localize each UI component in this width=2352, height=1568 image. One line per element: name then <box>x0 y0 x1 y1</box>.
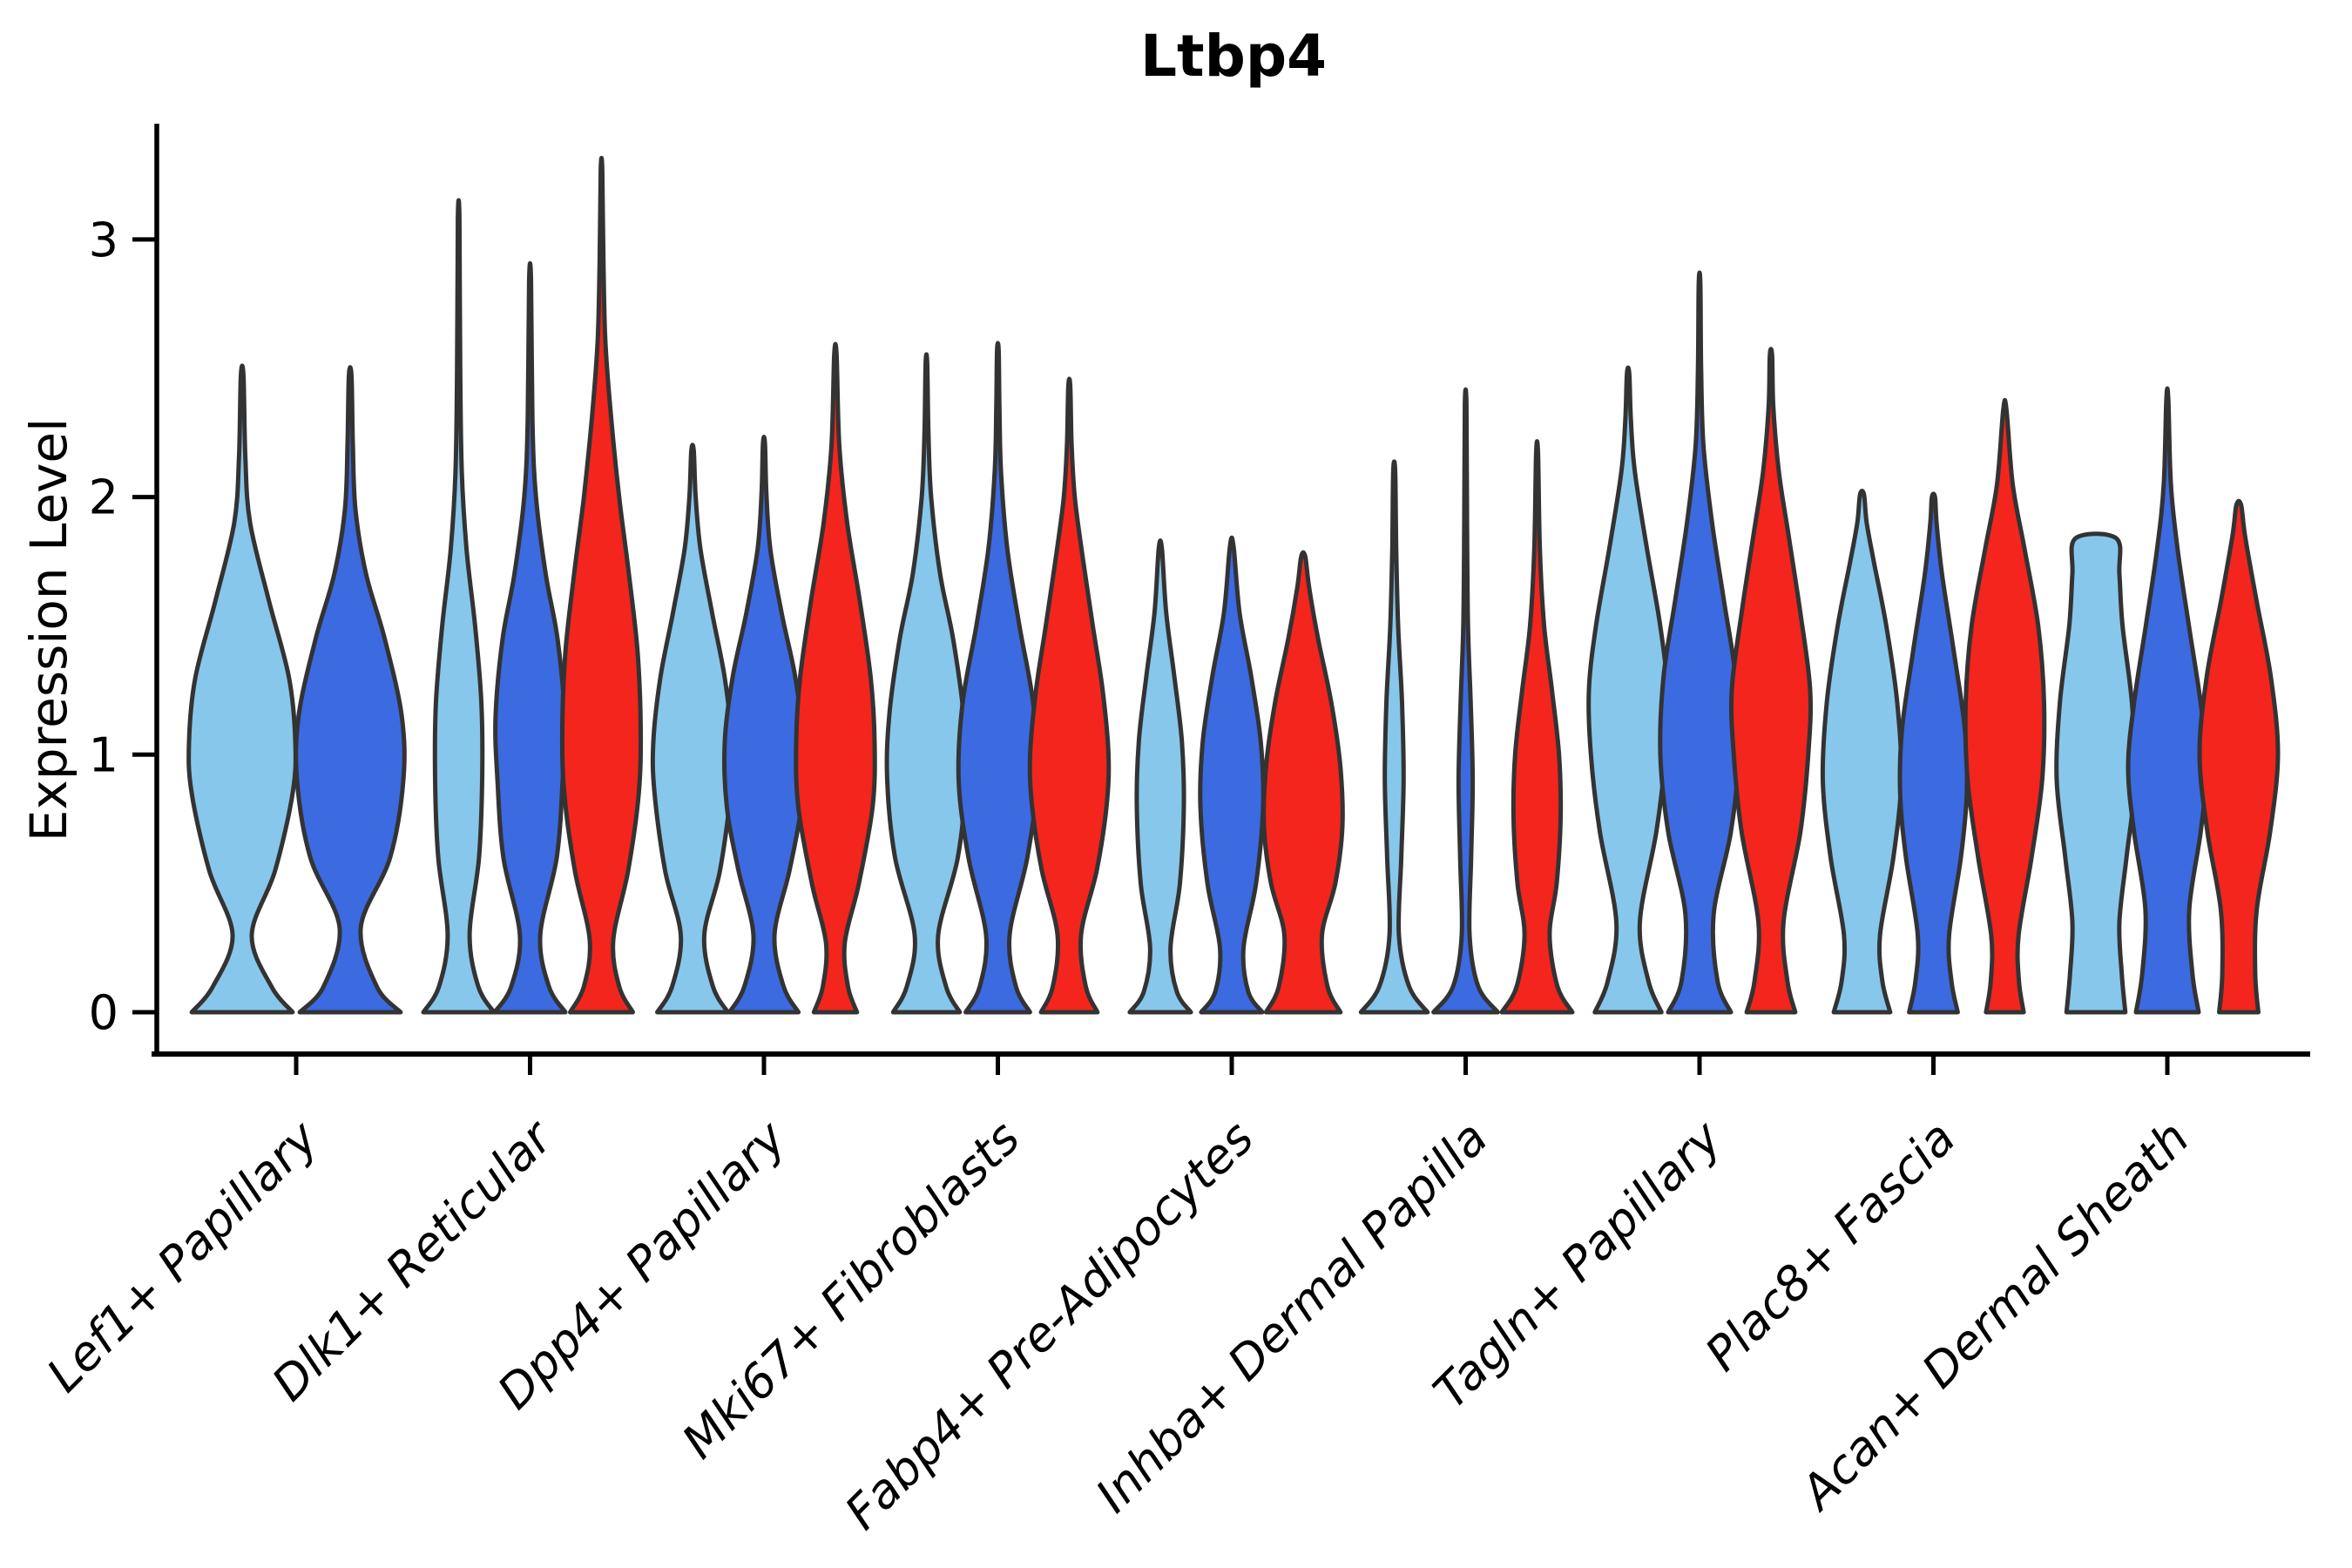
violin-mki67-fibroblasts-red <box>1027 376 1112 1015</box>
violin-plac8-fascia-light-blue <box>1820 489 1904 1015</box>
violin-dlk1-reticular-light-blue <box>421 198 497 1015</box>
violin-tagln-papillary-light-blue <box>1586 365 1670 1015</box>
violin-tagln-papillary-red <box>1728 347 1814 1015</box>
violin-acan-dermal-sheath-dark-blue <box>2126 386 2209 1015</box>
x-tick-label-inhba-dermal-papilla: Inhba+ Dermal Papilla <box>1085 1111 1498 1524</box>
violin-inhba-dermal-papilla-light-blue <box>1358 459 1430 1015</box>
chart-title: Ltbp4 <box>1139 23 1328 90</box>
violin-lef1-papillary-dark-blue <box>294 365 407 1015</box>
violin-mki67-fibroblasts-light-blue <box>884 352 969 1015</box>
violin-acan-dermal-sheath-light-blue <box>2054 531 2138 1015</box>
y-tick-label-1: 1 <box>89 727 118 782</box>
violin-plac8-fascia-red <box>1963 397 2047 1015</box>
x-tick-label-acan-dermal-sheath: Acan+ Dermal Sheath <box>1788 1111 2200 1522</box>
violin-inhba-dermal-papilla-red <box>1499 439 1575 1015</box>
violin-inhba-dermal-papilla-dark-blue <box>1431 387 1500 1015</box>
x-tick-label-fabp4-pre-adipocytes: Fabp4+ Pre-Adipocytes <box>835 1111 1264 1540</box>
violin-plac8-fascia-dark-blue <box>1897 491 1970 1015</box>
violin-dpp4-papillary-red <box>794 341 877 1015</box>
violin-lef1-papillary-light-blue <box>186 363 298 1015</box>
violin-dlk1-reticular-red <box>559 155 644 1015</box>
violin-mki67-fibroblasts-dark-blue <box>956 341 1040 1015</box>
y-tick-label-0: 0 <box>89 985 118 1040</box>
violin-dpp4-papillary-light-blue <box>650 443 735 1015</box>
violin-dlk1-reticular-dark-blue <box>492 260 568 1015</box>
violin-dpp4-papillary-dark-blue <box>722 434 806 1015</box>
y-tick-label-3: 3 <box>89 213 118 267</box>
violin-acan-dermal-sheath-red <box>2197 498 2281 1015</box>
y-tick-label-2: 2 <box>89 470 118 525</box>
x-tick-label-plac8-fascia: Plac8+ Fascia <box>1694 1111 1965 1382</box>
violin-fabp4-pre-adipocytes-light-blue <box>1127 537 1193 1015</box>
violin-fabp4-pre-adipocytes-dark-blue <box>1198 535 1266 1015</box>
violin-fabp4-pre-adipocytes-red <box>1261 550 1345 1015</box>
violin-tagln-papillary-dark-blue <box>1658 270 1741 1015</box>
